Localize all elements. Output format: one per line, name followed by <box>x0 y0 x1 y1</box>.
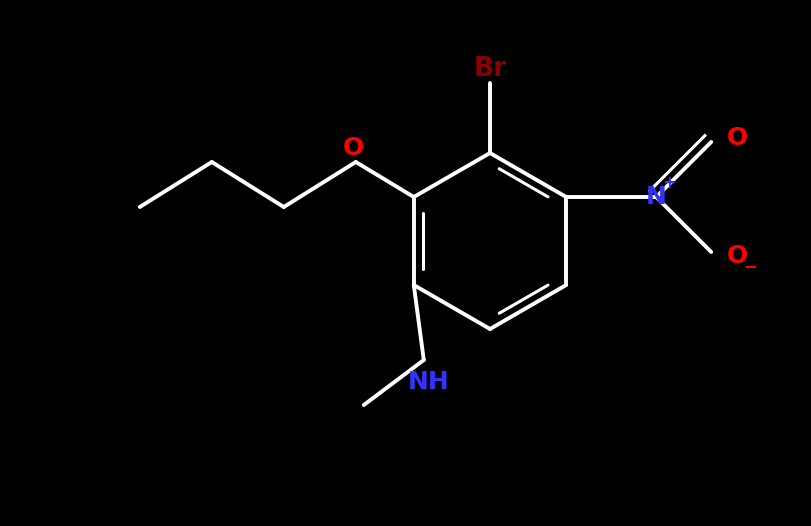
Text: NH: NH <box>407 370 449 394</box>
Text: Br: Br <box>473 56 506 82</box>
Text: O: O <box>727 126 748 150</box>
Text: +: + <box>662 174 676 192</box>
Text: O: O <box>343 136 364 160</box>
Text: N: N <box>645 185 666 209</box>
Text: O: O <box>727 244 748 268</box>
Text: −: − <box>742 257 756 275</box>
